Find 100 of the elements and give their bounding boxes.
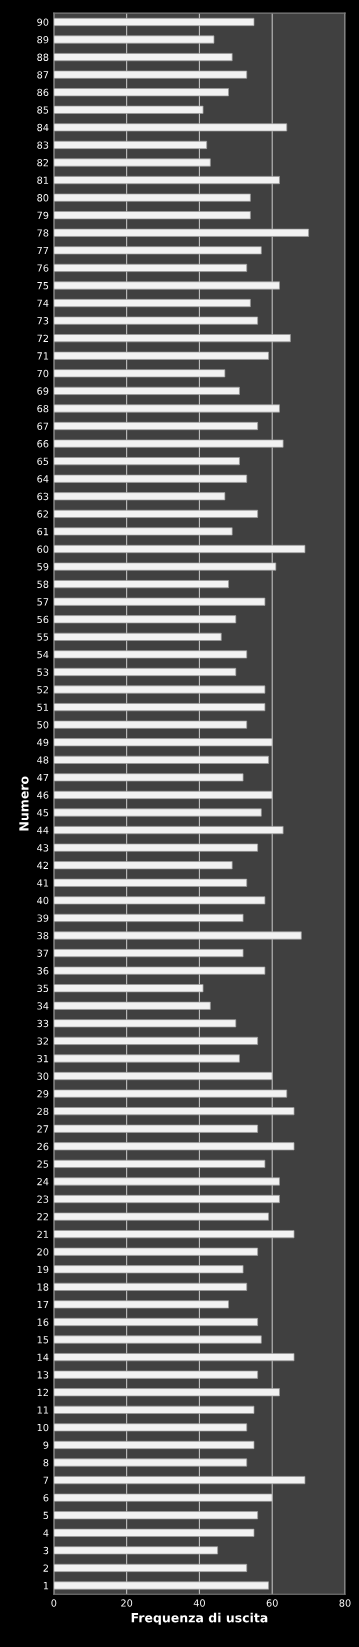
bar <box>53 1405 255 1414</box>
y-tick-label: 8 <box>43 1459 49 1467</box>
y-tick-label: 70 <box>37 369 49 378</box>
x-tick-label: 0 <box>51 1599 57 1607</box>
bar <box>53 1388 280 1397</box>
y-tick-label: 81 <box>37 176 49 184</box>
y-tick-label: 13 <box>37 1371 49 1379</box>
bar <box>53 1054 240 1063</box>
y-tick-label: 55 <box>37 633 49 641</box>
y-tick-label: 63 <box>37 492 49 501</box>
bar <box>53 88 229 97</box>
y-tick-label: 67 <box>37 422 49 430</box>
bar <box>53 949 244 958</box>
bar <box>53 913 244 922</box>
y-tick-label: 43 <box>37 844 49 852</box>
y-tick-label: 90 <box>37 18 49 26</box>
bar <box>53 509 258 518</box>
y-tick-label: 78 <box>37 229 49 237</box>
bar <box>53 17 255 26</box>
y-tick-label: 22 <box>37 1213 49 1221</box>
y-tick-label: 51 <box>37 703 49 711</box>
y-tick-label: 3 <box>43 1546 49 1555</box>
bar <box>53 667 237 677</box>
bar <box>53 176 280 185</box>
y-tick-label: 86 <box>37 88 49 97</box>
y-tick-label: 80 <box>37 194 49 202</box>
bar <box>53 1370 258 1379</box>
bar <box>53 632 222 641</box>
y-tick-label: 57 <box>37 598 49 606</box>
y-tick-label: 23 <box>37 1195 49 1203</box>
bar <box>53 1528 255 1537</box>
bar <box>53 492 226 501</box>
bar <box>53 228 309 237</box>
bar <box>53 351 269 360</box>
y-tick-label: 52 <box>37 686 49 694</box>
y-tick-label: 62 <box>37 510 49 518</box>
y-tick-label: 2 <box>43 1564 49 1572</box>
y-tick-label: 21 <box>37 1230 49 1238</box>
bar <box>53 685 266 694</box>
bar <box>53 1247 258 1256</box>
y-tick-label: 84 <box>37 123 49 132</box>
y-tick-label: 7 <box>43 1476 49 1484</box>
bar <box>53 580 229 589</box>
bar <box>53 1089 288 1098</box>
y-tick-label: 28 <box>37 1107 49 1116</box>
y-tick-label: 39 <box>37 914 49 922</box>
y-tick-label: 48 <box>37 756 49 764</box>
y-tick-label: 79 <box>37 211 49 220</box>
bar <box>53 1458 248 1467</box>
y-tick-label: 69 <box>37 387 49 395</box>
y-tick-label: 11 <box>37 1406 49 1414</box>
y-tick-label: 89 <box>37 36 49 44</box>
y-tick-label: 49 <box>37 738 49 747</box>
bar <box>53 35 215 44</box>
y-tick-label: 27 <box>37 1125 49 1133</box>
y-tick-label: 9 <box>43 1441 49 1449</box>
bar <box>53 316 258 325</box>
y-tick-label: 76 <box>37 264 49 272</box>
bar <box>53 1563 248 1572</box>
y-tick-label: 59 <box>37 563 49 571</box>
y-tick-label: 29 <box>37 1090 49 1098</box>
bar <box>53 123 288 132</box>
x-tick-label: 20 <box>121 1599 133 1607</box>
y-tick-label: 36 <box>37 967 49 975</box>
bar <box>53 281 280 290</box>
x-tick-label: 40 <box>193 1599 205 1607</box>
bar <box>53 246 262 255</box>
y-tick-label: 64 <box>37 475 49 483</box>
bar <box>53 1335 262 1344</box>
bar <box>53 263 248 272</box>
bar <box>53 878 248 887</box>
bar <box>53 1194 280 1204</box>
bar <box>53 966 266 975</box>
bar <box>53 738 273 747</box>
y-tick-label: 50 <box>37 721 49 729</box>
bar <box>53 703 266 712</box>
y-tick-label: 71 <box>37 352 49 360</box>
y-tick-label: 12 <box>37 1388 49 1396</box>
bar <box>53 1177 280 1186</box>
y-tick-label: 46 <box>37 791 49 799</box>
bar <box>53 1440 255 1450</box>
y-tick-label: 35 <box>37 984 49 993</box>
y-tick-label: 38 <box>37 931 49 940</box>
bar <box>53 1159 266 1168</box>
bar <box>53 1036 258 1045</box>
y-tick-label: 6 <box>43 1494 49 1502</box>
bar <box>53 1511 258 1520</box>
y-tick-label: 53 <box>37 668 49 676</box>
bar <box>53 70 248 79</box>
y-tick-label: 61 <box>37 527 49 536</box>
y-tick-label: 66 <box>37 440 49 448</box>
bar <box>53 597 266 606</box>
bar <box>53 1072 273 1081</box>
bar <box>53 457 240 466</box>
bar <box>53 931 302 940</box>
y-tick-label: 26 <box>37 1142 49 1151</box>
y-tick-label: 18 <box>37 1283 49 1291</box>
y-tick-label: 5 <box>43 1511 49 1520</box>
bar <box>53 334 291 343</box>
bar <box>53 386 240 395</box>
